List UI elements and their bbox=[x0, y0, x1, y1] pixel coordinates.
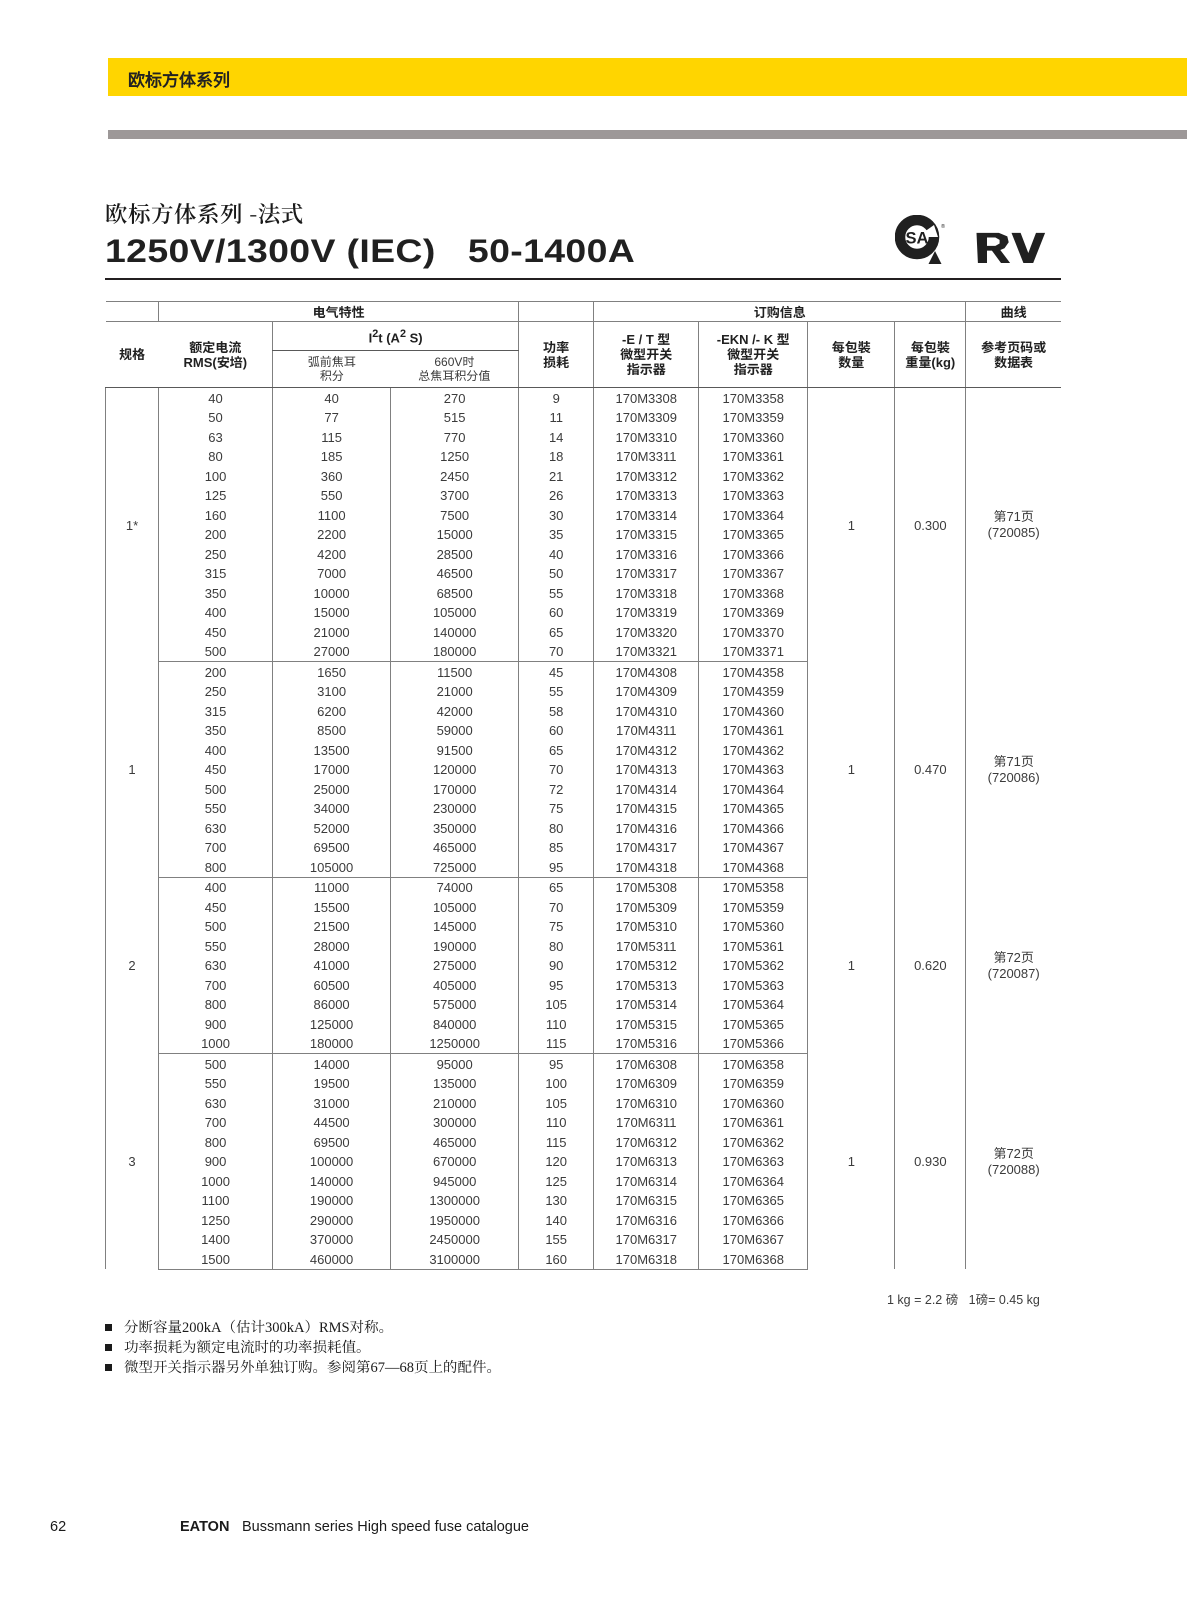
svg-text:®: ® bbox=[941, 223, 945, 230]
svg-text:SA: SA bbox=[906, 230, 929, 248]
